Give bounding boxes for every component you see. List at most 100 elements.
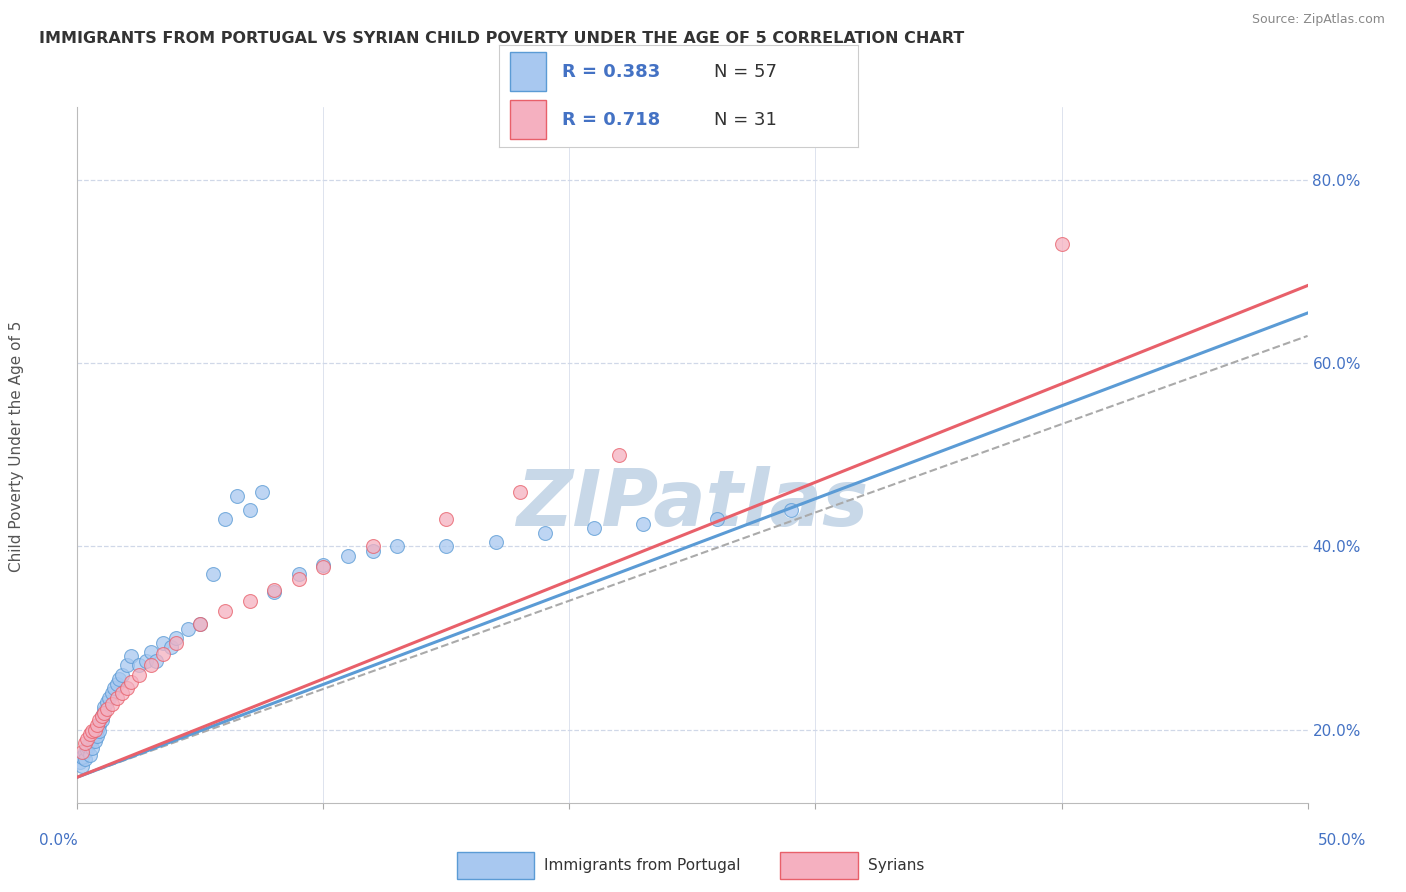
Point xyxy=(706,512,728,526)
Point xyxy=(436,512,458,526)
Text: R = 0.718: R = 0.718 xyxy=(562,111,661,129)
Point xyxy=(436,540,458,554)
Point xyxy=(188,617,212,632)
Text: ZIPatlas: ZIPatlas xyxy=(516,466,869,541)
Point xyxy=(226,489,249,503)
Point xyxy=(79,748,101,763)
Point xyxy=(89,718,111,732)
Point xyxy=(73,746,96,760)
Point xyxy=(160,640,183,655)
Point xyxy=(135,654,157,668)
Point xyxy=(165,635,187,649)
Point xyxy=(79,727,101,741)
FancyBboxPatch shape xyxy=(510,100,546,139)
Point xyxy=(82,740,104,755)
Point xyxy=(105,677,128,691)
Point xyxy=(86,729,108,743)
Point xyxy=(607,448,630,462)
Point xyxy=(105,690,128,705)
Text: N = 57: N = 57 xyxy=(714,62,778,81)
Point xyxy=(141,658,163,673)
Point xyxy=(509,484,531,499)
Text: IMMIGRANTS FROM PORTUGAL VS SYRIAN CHILD POVERTY UNDER THE AGE OF 5 CORRELATION : IMMIGRANTS FROM PORTUGAL VS SYRIAN CHILD… xyxy=(39,31,965,46)
Point xyxy=(70,746,93,760)
Point xyxy=(82,731,104,746)
Point xyxy=(152,648,174,662)
Text: Immigrants from Portugal: Immigrants from Portugal xyxy=(544,858,741,872)
Point xyxy=(90,714,114,728)
FancyBboxPatch shape xyxy=(510,52,546,91)
Text: N = 31: N = 31 xyxy=(714,111,778,129)
Point xyxy=(128,658,150,673)
Point xyxy=(93,706,115,720)
Point xyxy=(214,603,236,617)
Point xyxy=(79,736,101,750)
Point xyxy=(93,704,115,718)
Point xyxy=(141,645,163,659)
Point xyxy=(82,724,104,739)
Point xyxy=(83,733,105,747)
Text: Syrians: Syrians xyxy=(868,858,924,872)
Point xyxy=(103,681,125,696)
Point xyxy=(76,731,98,746)
Point xyxy=(111,667,132,681)
Point xyxy=(1050,237,1073,252)
Point xyxy=(115,681,138,696)
Point xyxy=(337,549,360,563)
Point xyxy=(128,667,150,681)
Text: R = 0.383: R = 0.383 xyxy=(562,62,661,81)
Point xyxy=(121,649,143,664)
Point xyxy=(239,503,262,517)
Point xyxy=(188,617,212,632)
Point xyxy=(633,516,655,531)
Point xyxy=(108,672,131,686)
Point xyxy=(361,544,384,558)
Point xyxy=(98,690,121,705)
Point xyxy=(201,566,224,581)
Point xyxy=(101,697,124,711)
Point xyxy=(96,702,118,716)
Point xyxy=(145,654,167,668)
Point xyxy=(115,658,138,673)
Point xyxy=(70,750,93,764)
Point xyxy=(101,686,124,700)
Point xyxy=(89,724,111,739)
Point xyxy=(89,714,111,728)
Point xyxy=(73,736,96,750)
Point xyxy=(121,675,143,690)
Point xyxy=(76,742,98,756)
Point xyxy=(780,503,803,517)
Text: 0.0%: 0.0% xyxy=(39,833,79,847)
Point xyxy=(90,708,114,723)
Point xyxy=(69,755,91,769)
Point xyxy=(239,594,262,608)
Point xyxy=(250,484,273,499)
Point xyxy=(96,695,118,709)
Point xyxy=(263,585,285,599)
Text: Source: ZipAtlas.com: Source: ZipAtlas.com xyxy=(1251,13,1385,27)
Point xyxy=(385,540,409,554)
Point xyxy=(214,512,236,526)
Point xyxy=(90,708,114,723)
Point xyxy=(70,759,93,773)
Point xyxy=(583,521,606,535)
Point xyxy=(152,635,174,649)
Point xyxy=(312,559,335,574)
Text: Child Poverty Under the Age of 5: Child Poverty Under the Age of 5 xyxy=(10,320,24,572)
Point xyxy=(83,727,105,741)
Point xyxy=(73,752,96,766)
Point xyxy=(86,718,108,732)
Point xyxy=(263,583,285,598)
Point xyxy=(165,631,187,645)
Point xyxy=(361,540,384,554)
Point xyxy=(485,534,508,549)
Point xyxy=(312,558,335,572)
Point xyxy=(288,566,311,581)
Point xyxy=(288,572,311,586)
Text: 50.0%: 50.0% xyxy=(1319,833,1367,847)
Point xyxy=(86,723,108,737)
Point xyxy=(93,699,115,714)
Point xyxy=(83,723,105,737)
Point xyxy=(111,686,132,700)
Point xyxy=(177,622,200,636)
